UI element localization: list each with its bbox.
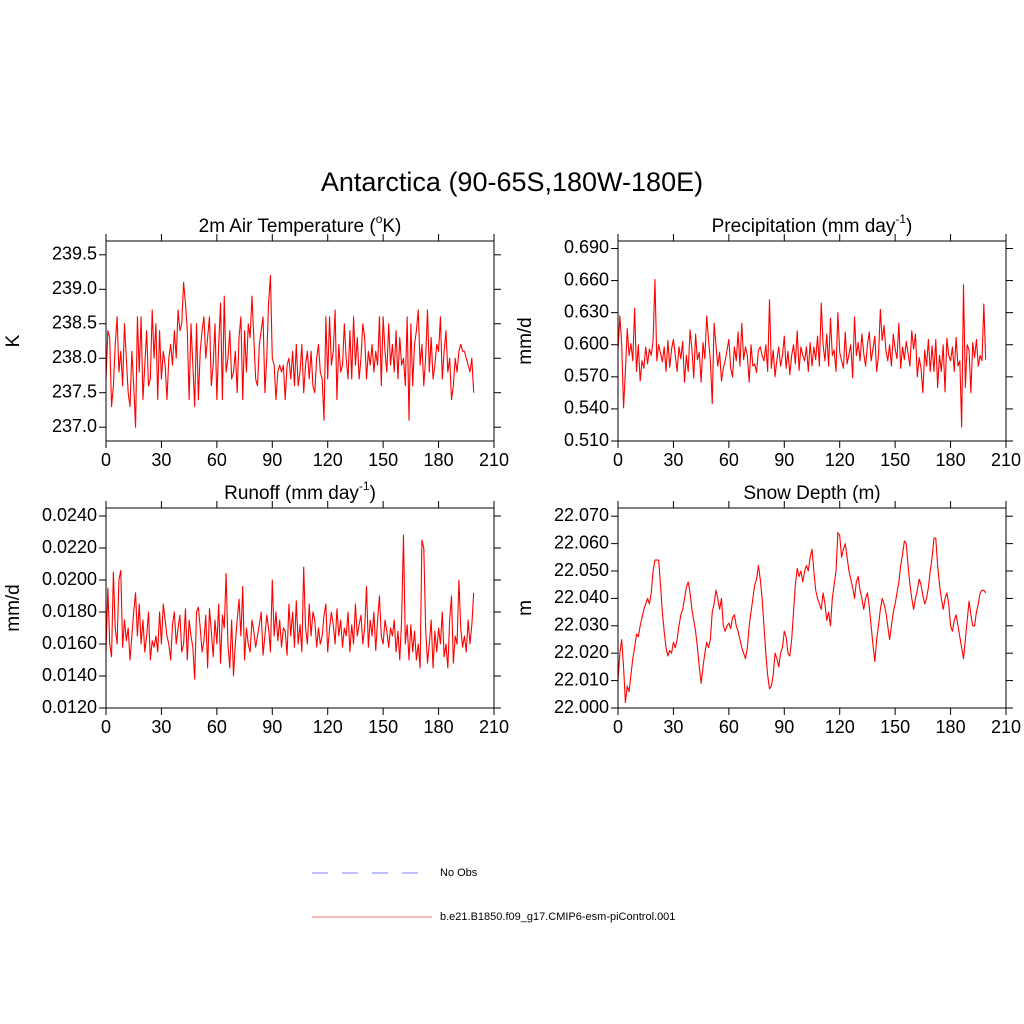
legend-label: b.e21.B1850.f09_g17.CMIP6-esm-piControl.…	[440, 911, 675, 923]
plot-frame	[617, 240, 1007, 442]
data-line	[105, 274, 475, 428]
panel-title: Snow Depth (m)	[743, 483, 880, 504]
y-tick-label: 22.050	[554, 560, 609, 580]
plot-frame	[105, 240, 495, 442]
x-tick-label: 120	[825, 450, 855, 470]
y-axis-label: K	[3, 334, 24, 347]
x-tick-label: 30	[151, 717, 171, 737]
x-tick-label: 180	[936, 717, 966, 737]
x-tick-label: 0	[613, 450, 623, 470]
panel-title: 2m Air Temperature (oK)	[199, 212, 402, 237]
x-tick-label: 60	[719, 717, 739, 737]
y-axis-label: mm/d	[3, 584, 24, 632]
x-tick-label: 90	[262, 450, 282, 470]
x-tick-label: 0	[101, 717, 111, 737]
y-tick-label: 238.5	[52, 313, 97, 333]
y-tick-label: 0.630	[564, 301, 609, 321]
y-tick-label: 22.030	[554, 615, 609, 635]
x-tick-label: 0	[101, 450, 111, 470]
x-tick-label: 120	[313, 450, 343, 470]
y-tick-label: 238.0	[52, 347, 97, 367]
y-tick-label: 239.5	[52, 244, 97, 264]
y-tick-label: 22.060	[554, 532, 609, 552]
x-tick-label: 210	[479, 450, 509, 470]
y-tick-label: 239.0	[52, 278, 97, 298]
x-tick-label: 150	[368, 717, 398, 737]
y-tick-label: 0.0160	[42, 633, 97, 653]
data-line	[617, 532, 987, 704]
y-tick-label: 0.510	[564, 430, 609, 450]
x-tick-label: 210	[991, 717, 1021, 737]
x-tick-label: 90	[262, 717, 282, 737]
y-tick-label: 22.040	[554, 587, 609, 607]
x-tick-label: 120	[825, 717, 855, 737]
x-tick-label: 180	[424, 717, 454, 737]
x-tick-label: 210	[991, 450, 1021, 470]
x-tick-label: 90	[774, 450, 794, 470]
y-tick-label: 0.570	[564, 366, 609, 386]
x-tick-label: 30	[663, 717, 683, 737]
y-tick-label: 22.000	[554, 697, 609, 717]
y-tick-label: 22.020	[554, 642, 609, 662]
title-part: 2m Air Temperature (	[199, 216, 377, 237]
y-tick-label: 22.070	[554, 505, 609, 525]
x-tick-label: 60	[207, 450, 227, 470]
legend-label: No Obs	[440, 867, 478, 879]
x-tick-label: 60	[207, 717, 227, 737]
x-tick-label: 90	[774, 717, 794, 737]
title-superscript: -1	[359, 479, 370, 493]
plot-frame	[617, 507, 1007, 709]
y-tick-label: 237.5	[52, 381, 97, 401]
title-superscript: o	[376, 212, 383, 226]
y-tick-label: 0.0220	[42, 537, 97, 557]
y-tick-label: 0.0200	[42, 569, 97, 589]
y-tick-label: 0.0240	[42, 505, 97, 525]
x-tick-label: 60	[719, 450, 739, 470]
y-tick-label: 0.0140	[42, 665, 97, 685]
x-tick-label: 180	[424, 450, 454, 470]
title-part: )	[906, 216, 912, 237]
y-tick-label: 22.010	[554, 669, 609, 689]
y-tick-label: 0.690	[564, 237, 609, 257]
x-tick-label: 210	[479, 717, 509, 737]
panel-title: Runoff (mm day-1)	[224, 479, 376, 504]
x-tick-label: 180	[936, 450, 966, 470]
x-tick-label: 30	[151, 450, 171, 470]
plot-frame	[105, 507, 495, 709]
y-axis-label: mm/d	[515, 317, 536, 365]
x-tick-label: 120	[313, 717, 343, 737]
x-tick-label: 0	[613, 717, 623, 737]
x-tick-label: 150	[880, 717, 910, 737]
data-line	[617, 278, 987, 428]
panel-title: Precipitation (mm day-1)	[712, 212, 913, 237]
title-part: Runoff (mm day	[224, 483, 359, 504]
title-superscript: -1	[895, 212, 906, 226]
x-tick-label: 150	[368, 450, 398, 470]
y-tick-label: 0.0120	[42, 697, 97, 717]
x-tick-label: 150	[880, 450, 910, 470]
y-tick-label: 0.660	[564, 269, 609, 289]
title-part: )	[370, 483, 376, 504]
title-part: K)	[382, 216, 401, 237]
y-tick-label: 0.600	[564, 333, 609, 353]
y-tick-label: 237.0	[52, 416, 97, 436]
data-line	[105, 534, 475, 680]
title-part: Snow Depth (m)	[743, 483, 880, 504]
x-tick-label: 30	[663, 450, 683, 470]
title-part: Precipitation (mm day	[712, 216, 896, 237]
y-axis-label: m	[515, 600, 536, 616]
main-title: Antarctica (90-65S,180W-180E)	[321, 167, 703, 197]
y-tick-label: 0.0180	[42, 601, 97, 621]
y-tick-label: 0.540	[564, 398, 609, 418]
